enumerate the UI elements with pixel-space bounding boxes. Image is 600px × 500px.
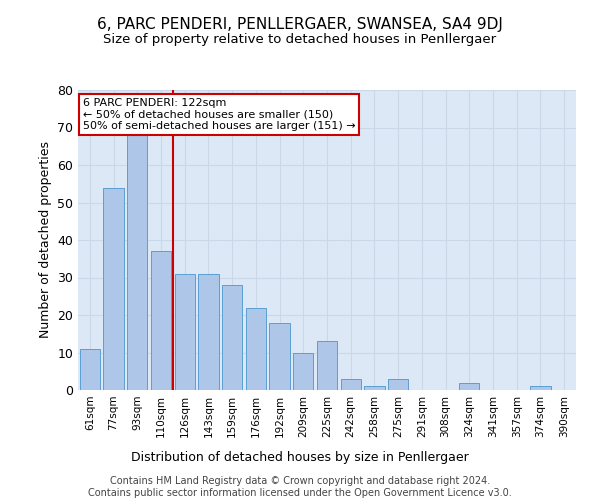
Bar [459,382,479,390]
Bar [341,379,361,390]
Text: Contains HM Land Registry data © Crown copyright and database right 2024.: Contains HM Land Registry data © Crown c… [110,476,490,486]
Text: Contains public sector information licensed under the Open Government Licence v3: Contains public sector information licen… [88,488,512,498]
Bar [269,322,290,390]
Bar [388,379,408,390]
Bar [530,386,551,390]
Bar [80,349,100,390]
Bar [175,274,195,390]
Bar [127,135,148,390]
Bar [222,285,242,390]
Bar [199,274,218,390]
Bar [317,341,337,390]
Y-axis label: Number of detached properties: Number of detached properties [38,142,52,338]
Text: Size of property relative to detached houses in Penllergaer: Size of property relative to detached ho… [103,32,497,46]
Text: 6, PARC PENDERI, PENLLERGAER, SWANSEA, SA4 9DJ: 6, PARC PENDERI, PENLLERGAER, SWANSEA, S… [97,18,503,32]
Bar [246,308,266,390]
Text: 6 PARC PENDERI: 122sqm
← 50% of detached houses are smaller (150)
50% of semi-de: 6 PARC PENDERI: 122sqm ← 50% of detached… [83,98,356,130]
Bar [364,386,385,390]
Bar [293,352,313,390]
Bar [151,251,171,390]
Bar [103,188,124,390]
Text: Distribution of detached houses by size in Penllergaer: Distribution of detached houses by size … [131,451,469,464]
